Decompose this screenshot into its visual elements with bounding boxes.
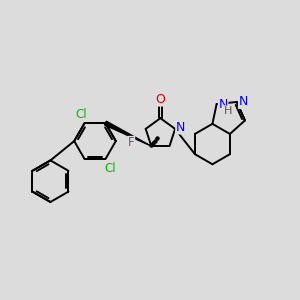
Text: Cl: Cl: [75, 108, 87, 121]
Text: H: H: [224, 106, 233, 116]
Text: O: O: [155, 93, 165, 106]
Text: Cl: Cl: [104, 161, 116, 175]
Text: F: F: [128, 136, 135, 149]
Polygon shape: [104, 121, 151, 146]
Text: N: N: [238, 95, 248, 109]
Text: N: N: [218, 98, 228, 112]
Text: N: N: [176, 121, 185, 134]
